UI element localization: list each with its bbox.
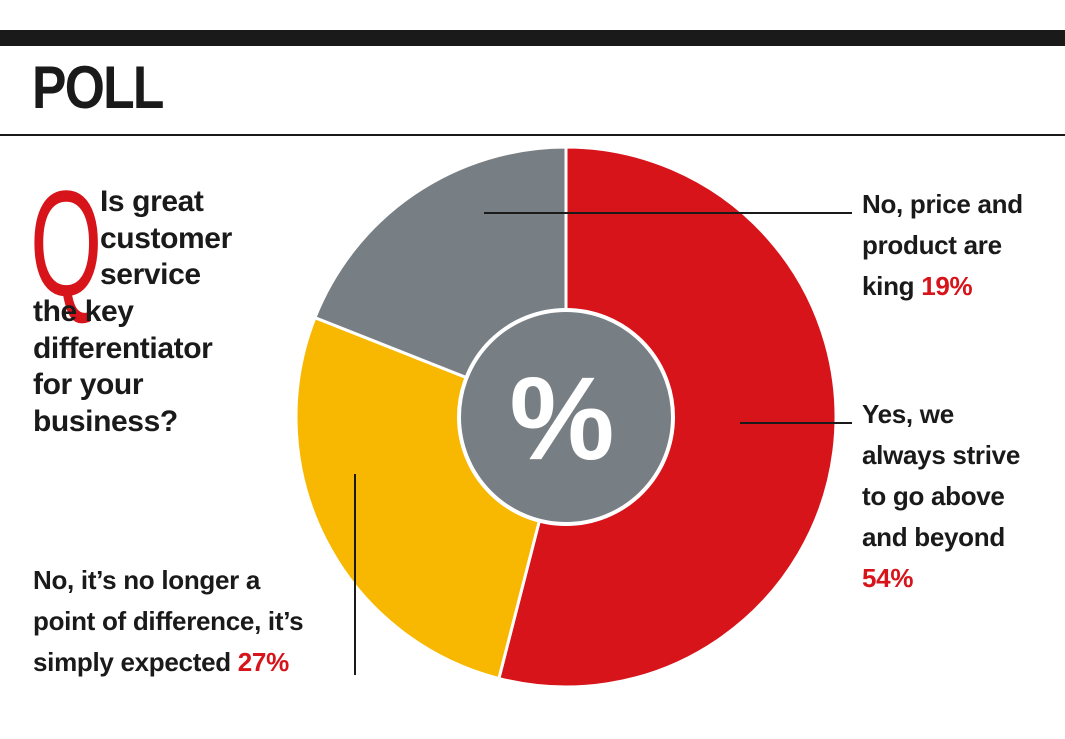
answer-line-text: king (862, 271, 915, 301)
answer-line: and beyond (862, 522, 1005, 552)
question-line: differentiator (33, 331, 213, 365)
answer-line-text: simply expected (33, 647, 231, 677)
question-line: customer (100, 221, 232, 255)
answer-line: No, price and (862, 189, 1023, 219)
header-divider (0, 134, 1065, 136)
answer-line: king 19% (862, 266, 1057, 307)
answer-no-price-product: No, price and product are king 19% (862, 184, 1057, 307)
answer-value: 54% (862, 563, 914, 593)
question-line: Is great (100, 185, 204, 218)
answer-line: simply expected 27% (33, 642, 363, 683)
top-rule-bar (0, 30, 1065, 46)
answer-no-longer-difference: No, it’s no longer a point of difference… (33, 560, 363, 683)
leader-lines (354, 212, 852, 675)
question-line: service (100, 258, 201, 291)
question-letter: Q (30, 159, 103, 327)
percent-symbol: % (510, 353, 615, 485)
answer-line: point of difference, it’s (33, 606, 304, 636)
answer-line: always strive (862, 440, 1020, 470)
question-line: business? (33, 404, 178, 438)
answer-line: Yes, we (862, 399, 954, 429)
page-title: POLL (32, 54, 164, 121)
answer-value: 19% (921, 271, 973, 301)
answer-value: 27% (237, 647, 289, 677)
question-line: the key (33, 295, 134, 328)
answer-line: to go above (862, 481, 1005, 511)
question-line: for your (33, 368, 144, 401)
question-text-top: Is great customer service (100, 184, 300, 294)
answer-line: product are (862, 230, 1002, 260)
question-text-bottom: the key differentiator for your business… (33, 294, 303, 440)
donut-center (457, 308, 675, 526)
answer-yes: Yes, we always strive to go above and be… (862, 394, 1057, 599)
answer-line: No, it’s no longer a (33, 565, 261, 595)
